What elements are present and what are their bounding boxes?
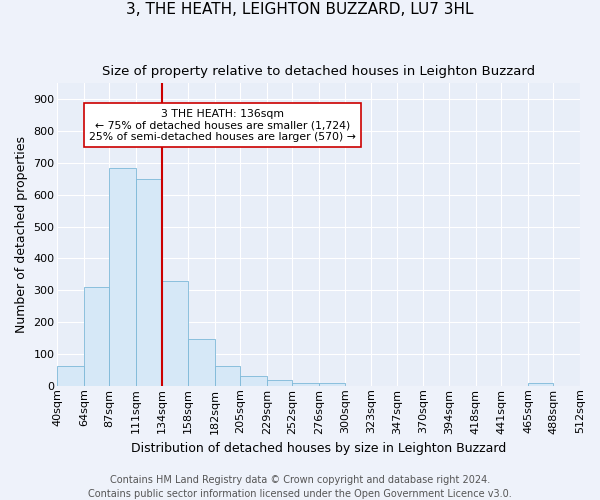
Text: 3, THE HEATH, LEIGHTON BUZZARD, LU7 3HL: 3, THE HEATH, LEIGHTON BUZZARD, LU7 3HL bbox=[126, 2, 474, 18]
Bar bbox=[292, 382, 319, 386]
Bar bbox=[215, 366, 240, 386]
Bar bbox=[240, 376, 266, 386]
Bar bbox=[528, 382, 553, 386]
Bar bbox=[109, 168, 136, 386]
Title: Size of property relative to detached houses in Leighton Buzzard: Size of property relative to detached ho… bbox=[102, 65, 535, 78]
Bar bbox=[188, 338, 215, 386]
Bar bbox=[161, 280, 188, 386]
Text: 3 THE HEATH: 136sqm
← 75% of detached houses are smaller (1,724)
25% of semi-det: 3 THE HEATH: 136sqm ← 75% of detached ho… bbox=[89, 109, 356, 142]
X-axis label: Distribution of detached houses by size in Leighton Buzzard: Distribution of detached houses by size … bbox=[131, 442, 506, 455]
Bar bbox=[319, 382, 345, 386]
Bar bbox=[266, 380, 292, 386]
Bar bbox=[84, 287, 109, 386]
Bar bbox=[58, 366, 84, 386]
Bar bbox=[136, 179, 161, 386]
Y-axis label: Number of detached properties: Number of detached properties bbox=[15, 136, 28, 333]
Text: Contains HM Land Registry data © Crown copyright and database right 2024.
Contai: Contains HM Land Registry data © Crown c… bbox=[88, 475, 512, 499]
